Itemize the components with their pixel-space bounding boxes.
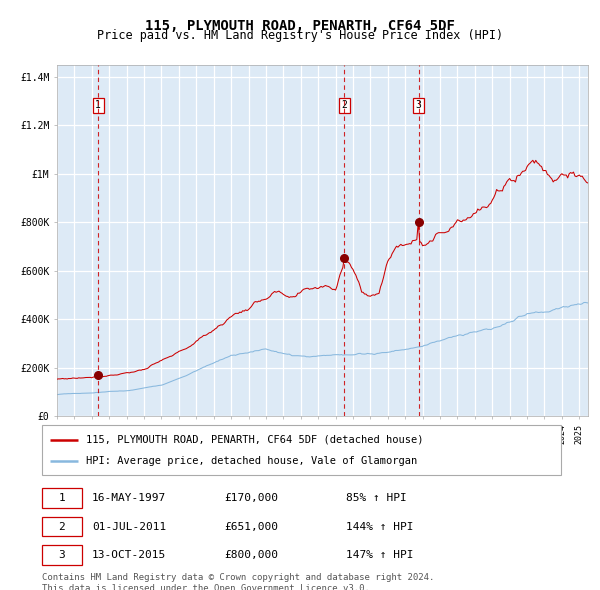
Text: 144% ↑ HPI: 144% ↑ HPI xyxy=(346,522,413,532)
Text: £170,000: £170,000 xyxy=(224,493,278,503)
Text: Price paid vs. HM Land Registry's House Price Index (HPI): Price paid vs. HM Land Registry's House … xyxy=(97,30,503,42)
Text: 115, PLYMOUTH ROAD, PENARTH, CF64 5DF (detached house): 115, PLYMOUTH ROAD, PENARTH, CF64 5DF (d… xyxy=(86,435,424,445)
Text: 13-OCT-2015: 13-OCT-2015 xyxy=(92,550,166,560)
Bar xyxy=(42,545,82,565)
Text: 1: 1 xyxy=(58,493,65,503)
Text: Contains HM Land Registry data © Crown copyright and database right 2024.
This d: Contains HM Land Registry data © Crown c… xyxy=(42,573,434,590)
Text: 115, PLYMOUTH ROAD, PENARTH, CF64 5DF: 115, PLYMOUTH ROAD, PENARTH, CF64 5DF xyxy=(145,19,455,33)
Text: £651,000: £651,000 xyxy=(224,522,278,532)
Text: 3: 3 xyxy=(58,550,65,560)
Text: 2: 2 xyxy=(58,522,65,532)
Text: 01-JUL-2011: 01-JUL-2011 xyxy=(92,522,166,532)
Text: 3: 3 xyxy=(416,100,422,110)
Bar xyxy=(42,517,82,536)
Text: 2: 2 xyxy=(341,100,347,110)
Text: 147% ↑ HPI: 147% ↑ HPI xyxy=(346,550,413,560)
Text: 16-MAY-1997: 16-MAY-1997 xyxy=(92,493,166,503)
Text: £800,000: £800,000 xyxy=(224,550,278,560)
Text: 1: 1 xyxy=(95,100,101,110)
Bar xyxy=(42,489,82,508)
Text: HPI: Average price, detached house, Vale of Glamorgan: HPI: Average price, detached house, Vale… xyxy=(86,456,418,466)
Text: 85% ↑ HPI: 85% ↑ HPI xyxy=(346,493,406,503)
